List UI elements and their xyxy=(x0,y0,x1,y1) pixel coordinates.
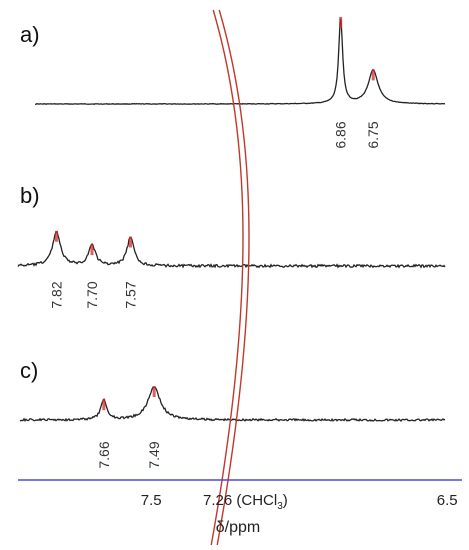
spectrum-3: c) 7.66 7.49 xyxy=(19,358,446,469)
spectrum-trace xyxy=(17,230,446,269)
solvent-marker-layer xyxy=(210,9,250,546)
peak-label: 7.57 xyxy=(123,281,139,308)
peak-label: 6.86 xyxy=(333,121,349,148)
solvent-tick-label: 7.26 (CHCl3) xyxy=(203,492,288,512)
solvent-line-left xyxy=(210,9,244,546)
peak-label: 7.49 xyxy=(146,441,162,468)
solvent-line-right xyxy=(216,9,250,546)
spectrum-1: a) 6.86 6.75 xyxy=(20,16,446,149)
spectra-layer: a) 6.86 6.75 b) 7.82 7.70 7.57 c) 7.66 7.49 xyxy=(17,16,446,469)
spectrum-label: c) xyxy=(20,358,38,383)
spectrum-2: b) 7.82 7.70 7.57 xyxy=(17,183,446,309)
peak-label: 7.70 xyxy=(84,281,100,308)
peak-label: 7.82 xyxy=(49,281,65,308)
spectrum-trace xyxy=(34,18,446,106)
x-axis-title: δ/ppm xyxy=(216,519,260,536)
x-tick-labels: 7.5 6.5 xyxy=(141,492,458,509)
x-axis: 7.5 6.5 7.26 (CHCl3) δ/ppm xyxy=(18,479,462,536)
spectrum-label: a) xyxy=(20,22,40,47)
x-tick-label: 7.5 xyxy=(141,492,162,509)
peak-label: 7.66 xyxy=(96,441,112,468)
peak-label: 6.75 xyxy=(365,121,381,148)
spectrum-trace xyxy=(19,386,446,423)
x-tick-label: 6.5 xyxy=(437,492,458,509)
spectrum-label: b) xyxy=(20,183,40,208)
